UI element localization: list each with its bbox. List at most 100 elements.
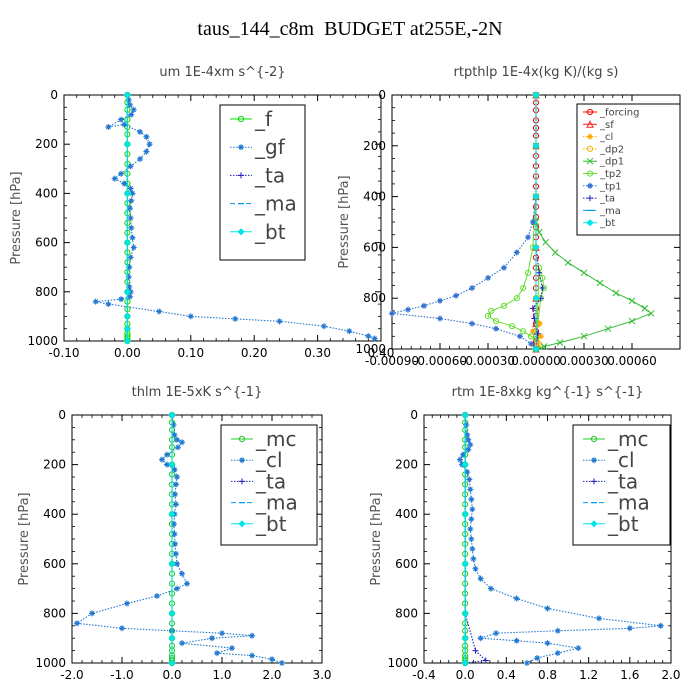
data-point — [493, 325, 499, 332]
data-point — [173, 550, 179, 557]
data-point — [123, 325, 131, 333]
data-point — [125, 96, 132, 103]
series-tp1 — [389, 92, 539, 352]
data-point — [118, 116, 125, 123]
data-point — [174, 436, 180, 443]
data-point — [126, 283, 133, 290]
x-tick-label: 0.20 — [241, 346, 268, 360]
data-point — [232, 315, 239, 322]
legend-marker — [239, 478, 245, 485]
data-point — [544, 605, 551, 612]
y-axis-label: Pressure [hPa] — [337, 175, 352, 268]
data-point — [124, 600, 130, 607]
data-point — [249, 632, 255, 639]
data-point — [477, 635, 484, 642]
legend-label: _sf — [599, 120, 614, 131]
data-point — [111, 175, 118, 182]
data-point — [520, 284, 527, 292]
chart-title: thlm 1E-5xK s^{-1} — [132, 385, 263, 400]
data-point — [229, 645, 235, 652]
legend-label: _tp2 — [599, 169, 622, 180]
data-point — [174, 560, 180, 567]
data-point — [551, 249, 559, 256]
legend-label: _dp2 — [599, 144, 624, 155]
legend-marker — [590, 435, 598, 443]
data-point — [493, 630, 500, 637]
data-point — [529, 328, 536, 335]
y-tick-label: 200 — [395, 458, 418, 472]
data-point — [164, 451, 170, 458]
data-point — [179, 570, 185, 577]
data-point — [468, 496, 475, 503]
data-point — [501, 264, 507, 271]
data-point — [249, 652, 255, 659]
data-point — [513, 295, 520, 302]
series-cl — [74, 412, 285, 666]
data-point — [105, 301, 112, 308]
data-point — [168, 461, 176, 469]
x-tick-label: -0.00060 — [413, 354, 467, 368]
legend-marker — [237, 228, 245, 236]
data-point — [129, 234, 136, 241]
legend-label: _ta — [255, 469, 286, 493]
data-point — [564, 259, 572, 266]
legend-label: _dp1 — [599, 157, 624, 168]
chart-title: rtm 1E-8xkg kg^{-1} s^{-1} — [452, 385, 644, 400]
data-point — [523, 660, 530, 666]
data-point — [118, 170, 125, 177]
data-point — [154, 593, 160, 600]
data-point — [628, 317, 636, 325]
data-point — [320, 323, 327, 330]
data-point — [469, 545, 476, 552]
chart-panel-4: rtm 1E-8xkg kg^{-1} s^{-1} Pressure [hPa]… — [369, 385, 681, 682]
data-point — [539, 285, 546, 292]
data-point — [269, 656, 275, 663]
legend-marker — [239, 457, 245, 464]
data-point — [126, 101, 133, 108]
data-point — [466, 476, 473, 483]
legend-label: _bt — [255, 512, 287, 536]
y-tick-label: 0 — [378, 88, 386, 102]
data-point — [467, 441, 474, 448]
x-tick-label: 1.6 — [620, 668, 639, 682]
legend-marker — [238, 144, 244, 151]
data-point — [641, 305, 649, 312]
y-tick-label: 800 — [363, 291, 386, 305]
legend-label: _tp1 — [599, 181, 622, 192]
data-point — [485, 274, 491, 281]
data-point — [461, 634, 469, 642]
data-point — [542, 238, 549, 246]
legend-marker — [238, 435, 246, 443]
data-point — [156, 308, 163, 315]
y-tick-label: 600 — [363, 240, 386, 254]
data-point — [168, 411, 176, 419]
legend-label: _cl — [607, 448, 635, 472]
data-point — [612, 289, 620, 297]
data-point — [520, 328, 527, 335]
data-point — [517, 333, 523, 340]
legend-label: _forcing — [599, 108, 640, 119]
data-point — [536, 269, 543, 276]
y-tick-label: 600 — [395, 557, 418, 571]
legend-box — [220, 424, 318, 546]
legend-marker — [591, 478, 597, 485]
legend-label: _ma — [599, 206, 621, 217]
data-point — [279, 660, 285, 666]
legend-marker — [237, 115, 245, 123]
legend-label: _ma — [254, 192, 297, 216]
data-point — [647, 310, 655, 317]
data-point — [123, 239, 131, 247]
data-point — [461, 461, 469, 469]
legend-label: _ma — [255, 491, 298, 515]
data-point — [168, 634, 176, 642]
data-point — [389, 310, 395, 317]
legend-label: _cl — [255, 448, 283, 472]
data-point — [534, 655, 541, 662]
data-point — [128, 197, 135, 204]
legend-label: _ta — [607, 469, 638, 493]
legend-label: _bt — [607, 512, 639, 536]
data-point — [575, 645, 582, 652]
data-point — [469, 506, 476, 513]
data-point — [168, 659, 176, 667]
